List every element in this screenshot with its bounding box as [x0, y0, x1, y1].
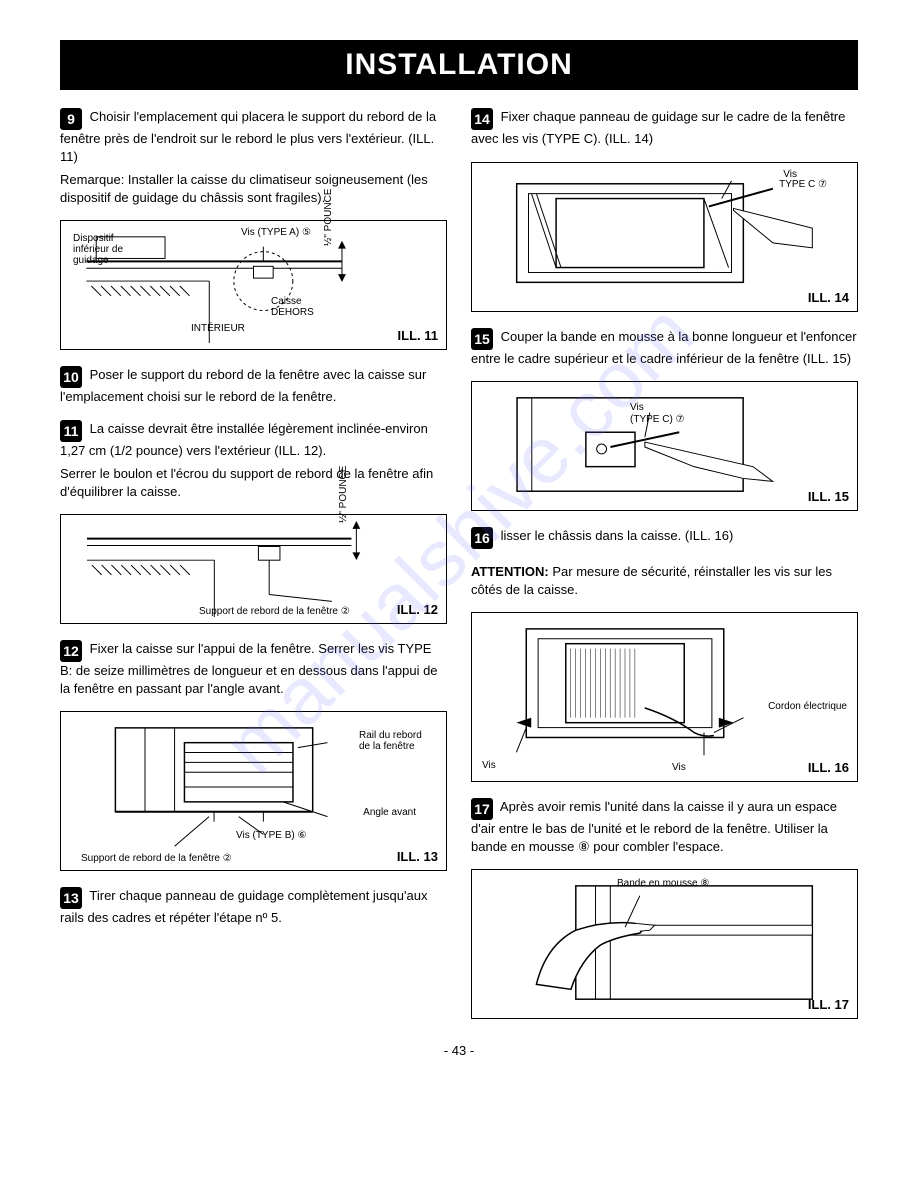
step-12-text: Fixer la caisse sur l'appui de la fenêtr…: [60, 641, 438, 696]
step-14-text: Fixer chaque panneau de guidage sur le c…: [471, 109, 845, 146]
ill17-bande-label: Bande en mousse ⑧: [617, 878, 709, 889]
step-number-11: 11: [60, 420, 82, 442]
step-11-text1: La caisse devrait être installée légèrem…: [60, 421, 428, 458]
ill16-vis1-label: Vis: [482, 760, 496, 771]
step-number-16: 16: [471, 527, 493, 549]
ill12-inch-label: ½" POUNCE: [338, 466, 349, 523]
ill11-screw-label: Vis (TYPE A) ⑤: [241, 227, 311, 238]
ill15-type-label: (TYPE C) ⑦: [630, 414, 685, 425]
step-13-text: Tirer chaque panneau de guidage complète…: [60, 888, 427, 925]
step-17: 17 Après avoir remis l'unité dans la cai…: [471, 798, 858, 855]
ill15-vis-label: Vis: [630, 402, 644, 413]
step-16-text: lisser le châssis dans la caisse. (ILL. …: [501, 528, 734, 543]
step-number-10: 10: [60, 366, 82, 388]
step-13: 13 Tirer chaque panneau de guidage compl…: [60, 887, 447, 927]
attention-note: ATTENTION: Par mesure de sécurité, réins…: [471, 563, 858, 598]
step-16: 16 lisser le châssis dans la caisse. (IL…: [471, 527, 858, 549]
ill16-vis2-label: Vis: [672, 762, 686, 773]
ill11-inch-label: ½" POUNCE: [323, 189, 334, 246]
step-number-15: 15: [471, 328, 493, 350]
illustration-14: Vis TYPE C ⑦ ILL. 14: [471, 162, 858, 312]
step-12: 12 Fixer la caisse sur l'appui de la fen…: [60, 640, 447, 697]
step-number-9: 9: [60, 108, 82, 130]
ill12-support-label: Support de rebord de la fenêtre ②: [199, 606, 350, 617]
attention-label: ATTENTION:: [471, 564, 549, 579]
illustration-15: Vis (TYPE C) ⑦ ILL. 15: [471, 381, 858, 511]
step-11: 11 La caisse devrait être installée légè…: [60, 420, 447, 501]
step-9: 9 Choisir l'emplacement qui placera le s…: [60, 108, 447, 206]
ill11-caisse-label: Caisse: [271, 296, 302, 307]
illustration-13: Rail du rebord de la fenêtre Angle avant…: [60, 711, 447, 871]
step-15: 15 Couper la bande en mousse à la bonne …: [471, 328, 858, 368]
ill13-label: ILL. 13: [397, 849, 438, 864]
ill11-dehors-label: DEHORS: [271, 307, 314, 318]
ill17-label: ILL. 17: [808, 997, 849, 1012]
ill13-support-label: Support de rebord de la fenêtre ②: [81, 853, 232, 864]
ill11-guide-label: Dispositif inférieur de guidage: [73, 233, 139, 266]
step-number-14: 14: [471, 108, 493, 130]
step-number-12: 12: [60, 640, 82, 662]
step-11-text2: Serrer le boulon et l'écrou du support d…: [60, 465, 447, 500]
step-10-text: Poser le support du rebord de la fenêtre…: [60, 367, 426, 404]
ill13-rail-label: Rail du rebord de la fenêtre: [359, 730, 434, 752]
illustration-17: Bande en mousse ⑧ ILL. 17: [471, 869, 858, 1019]
step-9-text: Choisir l'emplacement qui placera le sup…: [60, 109, 436, 164]
ill11-label: ILL. 11: [398, 328, 438, 343]
ill11-int-label: INTÉRIEUR: [191, 323, 245, 334]
step-14: 14 Fixer chaque panneau de guidage sur l…: [471, 108, 858, 148]
ill13-vis-label: Vis (TYPE B) ⑥: [236, 830, 306, 841]
step-9-remark: Remarque: Installer la caisse du climati…: [60, 171, 447, 206]
step-15-text: Couper la bande en mousse à la bonne lon…: [471, 329, 857, 366]
right-column: 14 Fixer chaque panneau de guidage sur l…: [471, 108, 858, 1035]
ill16-label: ILL. 16: [808, 760, 849, 775]
page-number: - 43 -: [60, 1043, 858, 1058]
step-17-text: Après avoir remis l'unité dans la caisse…: [471, 799, 837, 854]
illustration-11: Dispositif inférieur de guidage Vis (TYP…: [60, 220, 447, 350]
step-number-13: 13: [60, 887, 82, 909]
illustration-16: Cordon électrique Vis Vis ILL. 16: [471, 612, 858, 782]
page: INSTALLATION manualshive.com 9 Choisir l…: [0, 0, 918, 1078]
ill13-angle-label: Angle avant: [363, 807, 416, 818]
step-10: 10 Poser le support du rebord de la fenê…: [60, 366, 447, 406]
ill14-type-label: TYPE C ⑦: [779, 179, 827, 190]
ill14-label: ILL. 14: [808, 290, 849, 305]
title-bar: INSTALLATION: [60, 40, 858, 90]
left-column: 9 Choisir l'emplacement qui placera le s…: [60, 108, 447, 1035]
step-number-17: 17: [471, 798, 493, 820]
ill16-cord-label: Cordon électrique: [768, 701, 847, 712]
content-columns: 9 Choisir l'emplacement qui placera le s…: [60, 108, 858, 1035]
ill15-label: ILL. 15: [808, 489, 849, 504]
ill12-label: ILL. 12: [397, 602, 438, 617]
illustration-12: ½" POUNCE Support de rebord de la fenêtr…: [60, 514, 447, 624]
